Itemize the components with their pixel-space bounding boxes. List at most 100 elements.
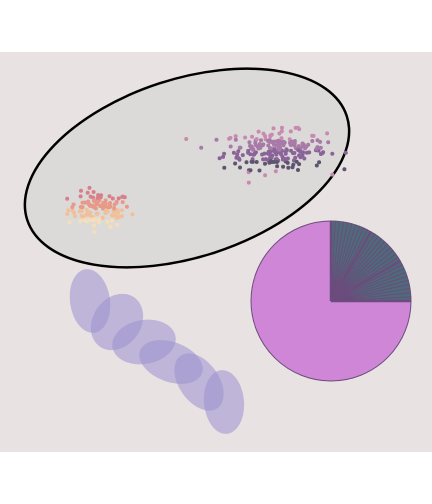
scatter-point xyxy=(344,151,348,155)
scatter-point xyxy=(238,166,242,170)
scatter-point xyxy=(296,168,300,172)
scatter-point xyxy=(261,142,265,146)
scatter-point xyxy=(279,142,283,146)
scatter-point xyxy=(71,209,75,213)
scatter-point xyxy=(280,136,284,140)
scatter-point xyxy=(297,144,301,148)
scatter-point xyxy=(89,195,93,199)
scatter-point xyxy=(88,211,92,215)
scatter-point xyxy=(304,145,308,149)
scatter-point xyxy=(301,142,305,146)
scatter-point xyxy=(110,219,114,223)
scatter-point xyxy=(66,208,70,212)
scatter-point xyxy=(296,148,300,152)
scatter-point xyxy=(310,134,314,138)
scatter-point xyxy=(236,149,240,153)
scatter-point xyxy=(222,152,226,156)
scatter-point xyxy=(243,136,247,140)
scatter-point xyxy=(255,137,259,141)
scatter-point xyxy=(320,151,324,155)
scatter-point xyxy=(96,212,100,216)
scatter-point xyxy=(112,207,116,211)
scatter-point xyxy=(121,195,125,199)
scatter-point xyxy=(286,157,290,161)
scatter-point xyxy=(325,131,329,135)
scatter-point xyxy=(88,186,92,190)
scatter-point xyxy=(310,139,314,143)
pie-chart xyxy=(251,221,411,381)
scatter-point xyxy=(254,143,258,147)
scatter-point xyxy=(302,157,306,161)
scatter-point xyxy=(258,142,262,146)
scatter-point xyxy=(229,136,233,140)
scatter-point xyxy=(274,169,278,173)
scatter-point xyxy=(297,127,301,131)
scatter-point xyxy=(263,173,267,177)
scatter-point xyxy=(229,145,233,149)
scatter-point xyxy=(286,166,290,170)
scatter-point xyxy=(184,137,188,141)
scatter-point xyxy=(280,126,284,130)
scatter-point xyxy=(315,164,319,168)
scatter-point xyxy=(275,160,279,164)
scatter-point xyxy=(281,158,285,162)
scatter-point xyxy=(234,138,238,142)
scatter-point xyxy=(269,159,273,163)
scatter-point xyxy=(274,153,278,157)
scatter-point xyxy=(108,205,112,209)
scatter-point xyxy=(289,129,293,133)
scatter-point xyxy=(252,152,256,156)
scatter-point xyxy=(275,143,279,147)
scatter-point xyxy=(315,147,319,151)
scatter-point xyxy=(93,218,97,222)
scatter-point xyxy=(255,160,259,164)
scatter-point xyxy=(105,220,109,224)
scatter-point xyxy=(79,205,83,209)
scatter-point xyxy=(79,219,83,223)
scatter-point xyxy=(275,164,279,168)
scatter-point xyxy=(130,212,134,216)
scatter-point xyxy=(101,204,105,208)
scatter-point xyxy=(115,223,119,227)
scatter-point xyxy=(93,230,97,234)
scatter-point xyxy=(318,140,322,144)
scatter-point xyxy=(96,200,100,204)
scatter-point xyxy=(92,224,96,228)
scatter-point xyxy=(307,150,311,154)
scatter-point xyxy=(272,126,276,130)
scatter-point xyxy=(125,205,129,209)
scatter-point xyxy=(85,213,89,217)
scatter-point xyxy=(263,152,267,156)
scatter-point xyxy=(120,208,124,212)
scatter-point xyxy=(86,191,90,195)
scatter-point xyxy=(257,147,261,151)
scatter-point xyxy=(79,194,83,198)
scatter-point xyxy=(73,214,77,218)
scatter-point xyxy=(272,148,276,152)
scatter-point xyxy=(101,216,105,220)
scatter-point xyxy=(70,205,74,209)
scatter-point xyxy=(83,218,87,222)
scatter-point xyxy=(92,190,96,194)
scatter-point xyxy=(233,162,237,166)
scatter-point xyxy=(342,167,346,171)
scatter-point xyxy=(280,129,284,133)
scatter-point xyxy=(234,134,238,138)
scatter-point xyxy=(238,146,242,150)
scatter-point xyxy=(326,140,330,144)
scatter-point xyxy=(80,214,84,218)
scatter-point xyxy=(263,134,267,138)
scatter-point xyxy=(199,146,203,150)
scatter-point xyxy=(88,204,92,208)
scatter-point xyxy=(121,200,125,204)
scatter-point xyxy=(247,181,251,185)
scatter-point xyxy=(97,221,101,225)
scatter-point xyxy=(108,225,112,229)
scatter-point xyxy=(297,154,301,158)
scatter-point xyxy=(236,156,240,160)
scatter-point xyxy=(245,160,249,164)
scatter-point xyxy=(232,151,236,155)
scatter-point xyxy=(297,162,301,166)
scatter-point xyxy=(248,152,252,156)
